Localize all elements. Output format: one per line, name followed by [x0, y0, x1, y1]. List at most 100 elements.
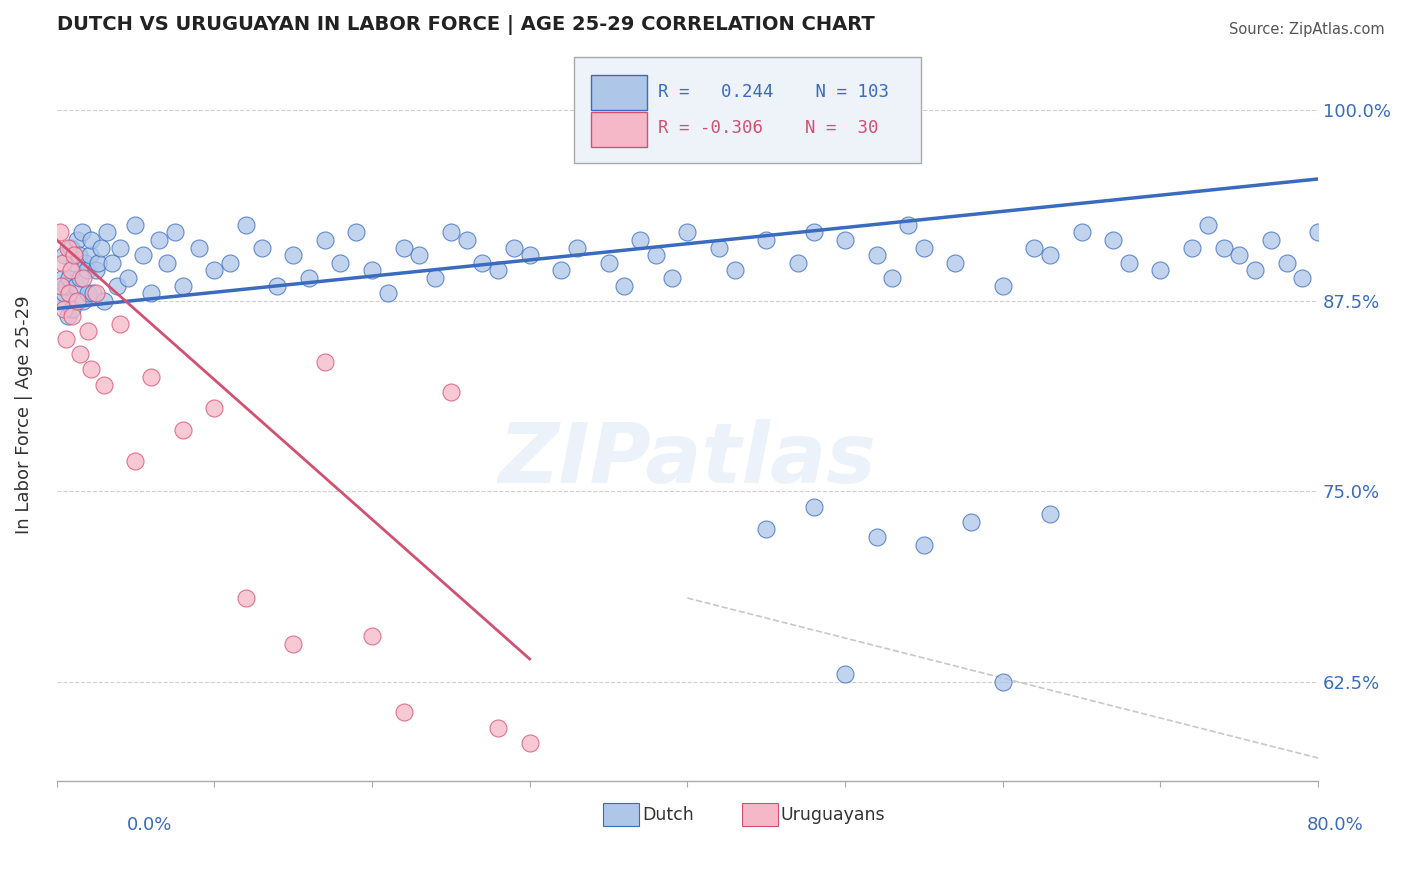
- Text: R =   0.244    N = 103: R = 0.244 N = 103: [658, 83, 890, 101]
- Point: [58, 271, 80, 285]
- Point: [73, 256, 96, 270]
- Point: [77, 324, 100, 338]
- Point: [503, 241, 526, 255]
- Point: [84, 263, 107, 277]
- Point: [834, 667, 856, 681]
- Text: Dutch: Dutch: [643, 805, 693, 823]
- Point: [707, 241, 730, 255]
- Point: [163, 225, 186, 239]
- Point: [786, 256, 808, 270]
- Point: [1212, 241, 1234, 255]
- FancyBboxPatch shape: [741, 803, 778, 826]
- Point: [69, 347, 91, 361]
- Point: [834, 233, 856, 247]
- Point: [51, 278, 73, 293]
- Point: [755, 523, 778, 537]
- Point: [101, 256, 124, 270]
- FancyBboxPatch shape: [603, 803, 640, 826]
- Point: [1118, 256, 1140, 270]
- Point: [865, 248, 887, 262]
- Point: [124, 454, 146, 468]
- Point: [59, 241, 82, 255]
- Y-axis label: In Labor Force | Age 25-29: In Labor Force | Age 25-29: [15, 296, 32, 534]
- Point: [1308, 225, 1330, 239]
- Point: [456, 233, 478, 247]
- Point: [250, 241, 273, 255]
- Text: DUTCH VS URUGUAYAN IN LABOR FORCE | AGE 25-29 CORRELATION CHART: DUTCH VS URUGUAYAN IN LABOR FORCE | AGE …: [56, 15, 875, 35]
- Point: [79, 248, 101, 262]
- Point: [1024, 241, 1046, 255]
- FancyBboxPatch shape: [592, 112, 647, 146]
- Point: [408, 248, 430, 262]
- Text: ZIPatlas: ZIPatlas: [499, 418, 876, 500]
- Point: [49, 225, 72, 239]
- Point: [219, 256, 242, 270]
- Point: [84, 286, 107, 301]
- Text: Source: ZipAtlas.com: Source: ZipAtlas.com: [1229, 22, 1385, 37]
- Point: [486, 721, 509, 735]
- Point: [361, 629, 384, 643]
- Point: [423, 271, 446, 285]
- Point: [882, 271, 904, 285]
- Point: [314, 355, 336, 369]
- Point: [960, 515, 983, 529]
- Point: [90, 241, 112, 255]
- Point: [1291, 271, 1313, 285]
- Point: [440, 385, 463, 400]
- Point: [66, 233, 89, 247]
- Point: [202, 401, 225, 415]
- Point: [53, 286, 76, 301]
- Point: [803, 225, 825, 239]
- Point: [1260, 233, 1282, 247]
- Point: [281, 637, 304, 651]
- Point: [77, 286, 100, 301]
- Point: [93, 293, 115, 308]
- Point: [440, 225, 463, 239]
- Point: [486, 263, 509, 277]
- Point: [86, 256, 108, 270]
- Point: [471, 256, 494, 270]
- Point: [96, 225, 118, 239]
- Point: [724, 263, 747, 277]
- Point: [141, 370, 163, 384]
- Point: [53, 248, 76, 262]
- Point: [865, 530, 887, 544]
- Point: [117, 271, 139, 285]
- Point: [80, 362, 103, 376]
- Point: [912, 241, 935, 255]
- Point: [202, 263, 225, 277]
- Point: [55, 332, 77, 346]
- Point: [644, 248, 666, 262]
- Point: [550, 263, 572, 277]
- Point: [266, 278, 288, 293]
- Point: [235, 591, 257, 605]
- Point: [235, 218, 257, 232]
- Text: 80.0%: 80.0%: [1308, 816, 1364, 834]
- Point: [676, 225, 699, 239]
- Point: [52, 271, 75, 285]
- Point: [65, 278, 87, 293]
- Point: [1039, 507, 1062, 521]
- Point: [598, 256, 620, 270]
- Point: [187, 241, 209, 255]
- Point: [76, 263, 98, 277]
- Point: [70, 225, 93, 239]
- Point: [59, 263, 82, 277]
- Point: [105, 278, 128, 293]
- Point: [82, 286, 104, 301]
- Point: [991, 674, 1014, 689]
- Point: [72, 271, 94, 285]
- Point: [1181, 241, 1204, 255]
- Point: [281, 248, 304, 262]
- FancyBboxPatch shape: [574, 57, 921, 163]
- Point: [56, 241, 79, 255]
- Point: [172, 278, 194, 293]
- Point: [1102, 233, 1125, 247]
- Point: [755, 233, 778, 247]
- Point: [344, 225, 367, 239]
- Point: [80, 233, 103, 247]
- Point: [69, 271, 91, 285]
- Point: [141, 286, 163, 301]
- Point: [377, 286, 399, 301]
- Point: [1149, 263, 1171, 277]
